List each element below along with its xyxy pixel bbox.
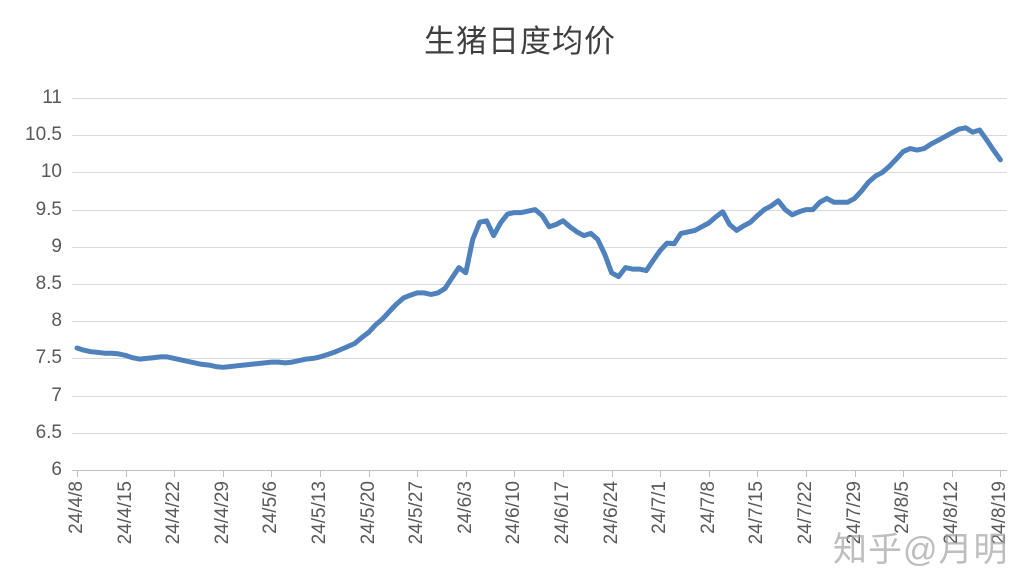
x-axis-tick [1000, 470, 1002, 477]
x-axis-tick [514, 470, 516, 477]
x-axis-tick [708, 470, 710, 477]
x-axis-tick [854, 470, 856, 477]
x-axis-tick [271, 470, 273, 477]
x-axis-tick [757, 470, 759, 477]
y-axis-tick-label: 11 [42, 87, 62, 108]
gridline [72, 432, 1007, 434]
x-axis-tick [77, 470, 78, 477]
gridline [72, 284, 1007, 285]
x-axis-tick [660, 470, 662, 477]
x-axis-line [72, 470, 1007, 471]
y-axis-tick-label: 6.5 [35, 421, 62, 443]
gridline [72, 172, 1007, 174]
x-axis-tick [563, 470, 564, 477]
gridline [72, 321, 1007, 323]
x-axis-tick [174, 470, 176, 477]
x-axis-tick [320, 470, 321, 477]
x-axis-tick [806, 470, 807, 477]
gridline [72, 358, 1007, 360]
price-line [74, 125, 1003, 370]
gridline [72, 395, 1007, 397]
y-axis-tick-label: 9 [51, 235, 62, 257]
y-axis-tick-label: 7.5 [35, 347, 62, 369]
y-axis-tick-label: 6 [51, 459, 62, 480]
x-axis-tick [903, 470, 905, 477]
x-axis-tick [222, 470, 224, 477]
gridline [72, 98, 1007, 99]
gridline [72, 246, 1007, 248]
x-axis-tick [125, 470, 127, 477]
y-axis-tick-label: 8 [51, 310, 62, 332]
x-axis-tick [611, 470, 613, 477]
y-axis-tick-label: 7 [51, 384, 62, 406]
y-axis-tick-label: 8.5 [35, 273, 62, 294]
gridline [72, 135, 1007, 137]
y-axis-tick-label: 10.5 [25, 124, 62, 146]
y-axis-tick-label: 9.5 [35, 198, 62, 220]
x-axis-tick [951, 470, 953, 477]
chart-title: 生猪日度均价 [424, 24, 616, 59]
y-axis-tick-label: 10 [40, 161, 62, 183]
x-axis-tick [465, 470, 467, 477]
watermark: 知乎@月明 [833, 531, 1009, 569]
x-axis-tick [417, 470, 419, 477]
x-axis-tick [368, 470, 370, 477]
